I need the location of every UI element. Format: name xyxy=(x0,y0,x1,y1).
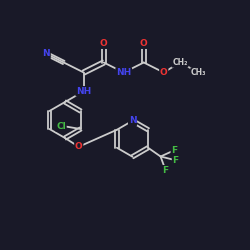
Text: CH₂: CH₂ xyxy=(172,58,188,67)
Text: F: F xyxy=(172,156,179,165)
Text: N: N xyxy=(42,49,50,58)
Text: CH₃: CH₃ xyxy=(191,68,206,77)
Text: O: O xyxy=(75,142,83,151)
Text: NH: NH xyxy=(116,68,132,77)
Text: O: O xyxy=(140,39,147,48)
Text: NH: NH xyxy=(76,87,92,96)
Text: F: F xyxy=(171,146,177,155)
Text: Cl: Cl xyxy=(56,122,66,131)
Text: F: F xyxy=(162,166,169,175)
Text: N: N xyxy=(129,116,136,125)
Text: O: O xyxy=(160,68,168,77)
Text: O: O xyxy=(100,39,108,48)
